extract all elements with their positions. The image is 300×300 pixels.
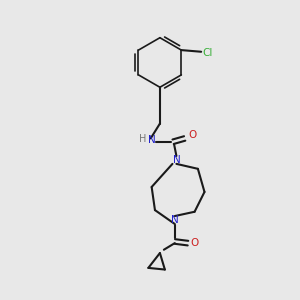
Text: N: N <box>171 215 178 225</box>
Text: N: N <box>172 155 180 165</box>
Text: H: H <box>139 134 146 144</box>
Text: O: O <box>190 238 199 248</box>
Text: O: O <box>189 130 197 140</box>
Text: N: N <box>148 135 155 145</box>
Text: Cl: Cl <box>202 48 213 59</box>
